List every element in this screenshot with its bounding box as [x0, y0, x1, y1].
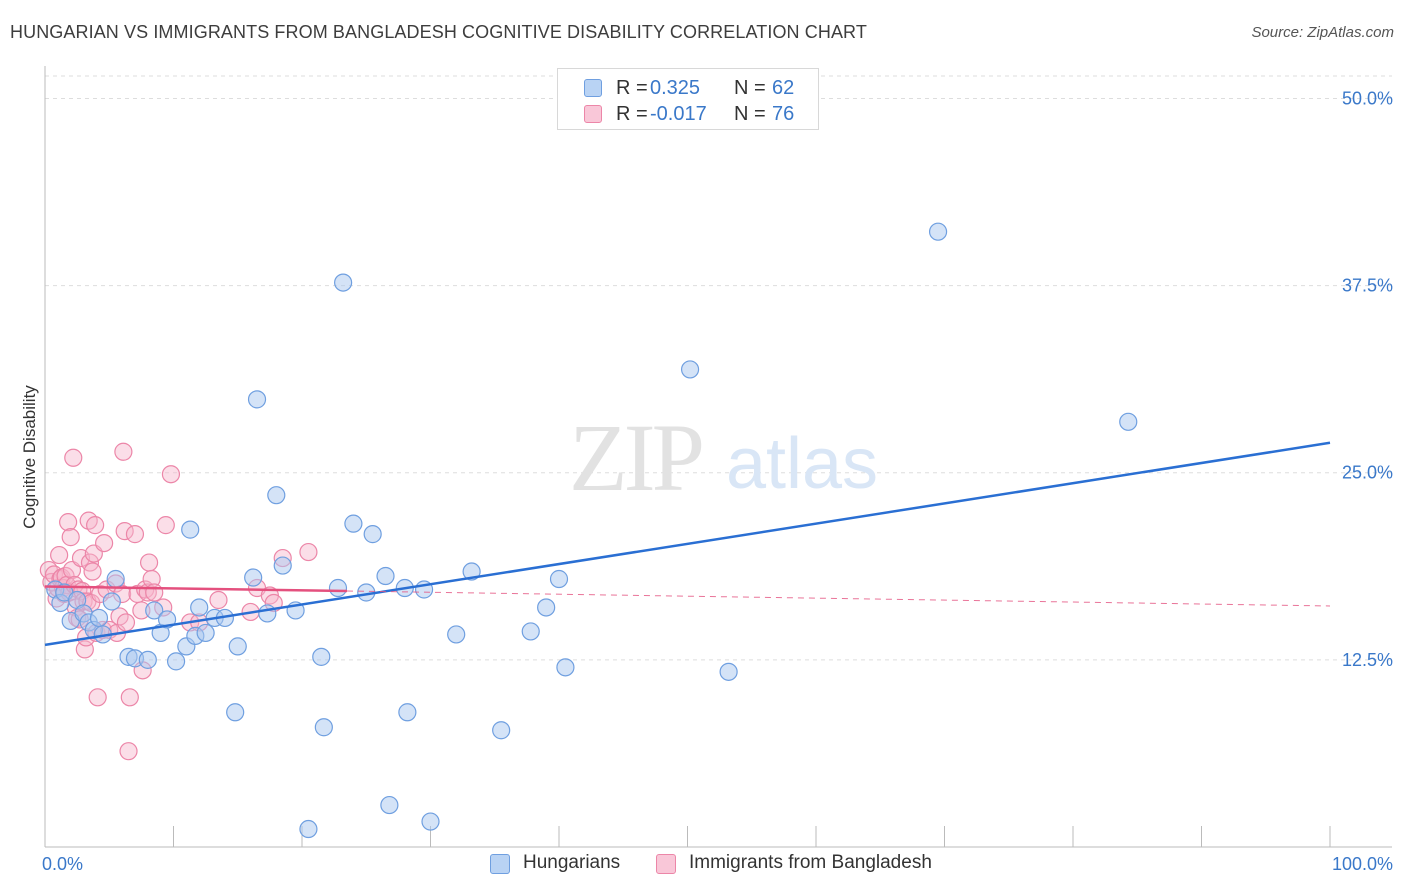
legend-r-value: -0.017	[650, 103, 707, 125]
data-point-hungarian	[549, 569, 569, 589]
watermark-zip: ZIP	[569, 404, 702, 511]
data-point-bangladesh	[116, 613, 136, 632]
legend-r-key: R =	[616, 77, 648, 99]
data-point-hungarian	[556, 658, 575, 677]
data-point-hungarian	[719, 662, 738, 681]
data-point-hungarian	[258, 604, 277, 623]
data-point-hungarian	[492, 721, 511, 740]
data-point-hungarian	[106, 569, 125, 589]
trend-line-hungarians	[44, 441, 1331, 647]
data-point-hungarian	[196, 623, 215, 643]
data-point-hungarian	[247, 390, 267, 409]
data-point-hungarian	[376, 566, 395, 586]
legend-label-bangladesh: Immigrants from Bangladesh	[689, 852, 932, 873]
data-point-hungarian	[421, 812, 440, 831]
source-label: Source: ZipAtlas.com	[1251, 24, 1394, 41]
data-point-hungarian	[181, 520, 200, 539]
data-point-hungarian	[102, 592, 121, 611]
legend-n-key: N =	[734, 103, 766, 125]
trend-lines	[44, 441, 1331, 647]
data-point-hungarian	[226, 703, 245, 722]
data-point-bangladesh	[59, 513, 78, 532]
data-point-bangladesh	[61, 528, 80, 547]
data-point-hungarian	[462, 562, 481, 581]
legend-r-value: 0.325	[650, 77, 701, 99]
legend-n-key: N =	[734, 77, 766, 99]
watermark-atlas: atlas	[726, 424, 878, 504]
data-point-bangladesh	[64, 448, 83, 467]
data-point-hungarian	[521, 622, 540, 641]
data-point-hungarian	[447, 625, 466, 644]
data-point-hungarian	[928, 222, 948, 241]
data-point-hungarian	[228, 637, 247, 656]
data-point-bangladesh	[299, 542, 318, 562]
legend-n-value: 76	[772, 103, 795, 125]
data-point-bangladesh	[125, 525, 145, 544]
data-point-hungarian	[314, 718, 333, 737]
y-tick-label: 50.0%	[1342, 88, 1393, 108]
data-point-hungarian	[138, 650, 157, 669]
data-point-bangladesh	[86, 516, 105, 535]
data-point-hungarian	[267, 486, 286, 505]
data-point-hungarian	[312, 647, 331, 666]
legend-label-hungarians: Hungarians	[523, 852, 621, 873]
data-point-bangladesh	[145, 583, 164, 602]
data-point-hungarian	[398, 703, 417, 722]
data-point-bangladesh	[139, 553, 159, 572]
legend-swatch-pink	[584, 105, 602, 123]
data-point-bangladesh	[88, 688, 107, 707]
correlation-legend: R = 0.325 N = 62 R = -0.017 N = 76	[557, 68, 819, 130]
data-point-hungarian	[344, 514, 363, 533]
data-point-hungarian	[537, 598, 556, 617]
data-point-hungarian	[334, 273, 353, 292]
legend-swatch-pink	[656, 854, 676, 874]
data-point-bangladesh	[161, 465, 181, 484]
data-point-bangladesh	[120, 688, 139, 707]
data-point-bangladesh	[209, 590, 228, 610]
data-point-hungarian	[244, 568, 263, 587]
data-point-bangladesh	[156, 516, 175, 535]
data-point-hungarian	[273, 556, 292, 575]
data-point-hungarian	[157, 610, 177, 629]
watermark: ZIP atlas	[569, 404, 878, 511]
legend-r-key: R =	[616, 103, 648, 125]
chart-title: HUNGARIAN VS IMMIGRANTS FROM BANGLADESH …	[10, 22, 867, 42]
trend-line-bangladesh-extension	[346, 590, 1331, 607]
x-tick-label-max: 100.0%	[1332, 854, 1393, 874]
y-tick-label: 37.5%	[1342, 276, 1393, 296]
trend-line-bangladesh	[44, 585, 347, 593]
data-point-hungarian	[380, 795, 399, 815]
data-point-bangladesh	[114, 442, 133, 461]
data-point-hungarian	[145, 601, 164, 620]
legend-swatch-blue	[490, 854, 510, 874]
data-point-hungarian	[328, 578, 348, 598]
hungarian-points	[46, 222, 1138, 839]
legend-n-value: 62	[772, 77, 795, 99]
data-point-hungarian	[190, 598, 209, 617]
axes	[44, 66, 1392, 848]
data-point-hungarian	[680, 360, 700, 379]
data-point-hungarian	[166, 652, 186, 671]
data-point-hungarian	[89, 608, 109, 628]
x-tick-label-min: 0.0%	[42, 854, 83, 874]
data-point-bangladesh	[119, 742, 138, 761]
legend-swatch-blue	[584, 79, 602, 97]
data-point-bangladesh	[115, 522, 134, 541]
data-point-hungarian	[363, 525, 382, 544]
data-point-bangladesh	[83, 562, 102, 581]
data-point-bangladesh	[95, 533, 114, 553]
data-point-hungarian	[1119, 412, 1138, 431]
tick-labels: 12.5% 25.0% 37.5% 50.0% 0.0% 100.0%	[42, 88, 1393, 874]
y-tick-label: 25.0%	[1342, 463, 1393, 483]
data-point-hungarian	[299, 819, 318, 839]
y-tick-label: 12.5%	[1342, 650, 1393, 670]
data-point-bangladesh	[50, 545, 69, 565]
